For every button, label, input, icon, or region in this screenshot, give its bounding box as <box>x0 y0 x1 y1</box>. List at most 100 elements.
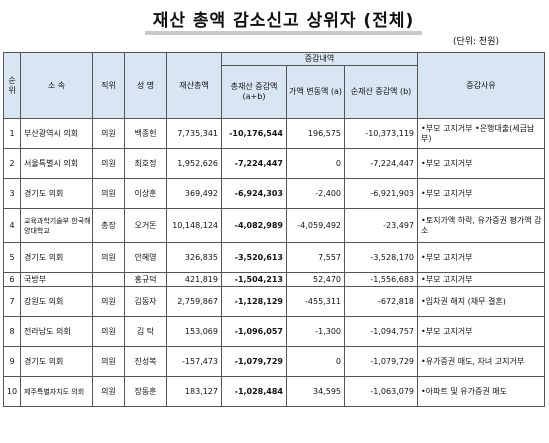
cell-position: 의원 <box>92 376 125 407</box>
cell-total: -157,473 <box>166 346 222 377</box>
cell-affiliation: 서울특별시 의회 <box>20 148 93 179</box>
cell-reason: •부모 고지거부 <box>417 316 546 347</box>
page-title-text: 재산 총액 감소신고 상위자 (전체) <box>152 11 415 31</box>
cell-affiliation: 경기도 의회 <box>20 242 93 273</box>
header-total-change: 총재산 증감액 (a+b) <box>221 65 287 119</box>
cell-reason: •부모 고지거부 <box>417 272 546 287</box>
cell-position <box>92 272 125 287</box>
cell-net-change: -7,224,447 <box>343 148 419 179</box>
cell-name: 홍규덕 <box>124 272 167 287</box>
cell-total: 153,069 <box>166 316 222 347</box>
header-net-change: 순재산 증감액 (b) <box>343 65 419 119</box>
unit-note: (단위: 천원) <box>452 37 499 47</box>
cell-name: 최호정 <box>124 148 167 179</box>
table-row: 9 경기도 의회 의원 진성복 -157,473 -1,079,729 0 -1… <box>3 346 546 377</box>
cell-total-change: -7,224,447 <box>221 148 287 179</box>
cell-affiliation: 제주특별자치도 의회 <box>20 376 93 407</box>
cell-total-change: -1,128,129 <box>221 286 287 317</box>
cell-total: 7,735,341 <box>166 118 222 149</box>
cell-total-change: -1,504,213 <box>221 272 287 287</box>
cell-total: 2,759,867 <box>166 286 222 317</box>
cell-net-change: -1,079,729 <box>343 346 419 377</box>
cell-total-change: -10,176,544 <box>221 118 287 149</box>
cell-position: 의원 <box>92 178 125 209</box>
cell-reason: •부모 고지거부 <box>417 242 546 273</box>
cell-position: 의원 <box>92 286 125 317</box>
header-position: 직위 <box>92 52 125 119</box>
cell-affiliation: 경기도 의회 <box>20 346 93 377</box>
table-row: 7 강원도 의회 의원 김동자 2,759,867 -1,128,129 -45… <box>3 286 546 317</box>
cell-total-change: -1,096,057 <box>221 316 287 347</box>
cell-name: 백종헌 <box>124 118 167 149</box>
header-total: 재산총액 <box>166 52 222 119</box>
cell-net-change: -6,921,903 <box>343 178 419 209</box>
cell-position: 의원 <box>92 118 125 149</box>
cell-total-change: -1,028,484 <box>221 376 287 407</box>
cell-total: 183,127 <box>166 376 222 407</box>
cell-total: 326,835 <box>166 242 222 273</box>
cell-price-change: -455,311 <box>286 286 345 317</box>
cell-rank: 9 <box>3 346 21 377</box>
table-row: 6 국방부 홍규덕 421,819 -1,504,213 52,470 -1,5… <box>3 272 546 287</box>
header-name: 성 명 <box>124 52 167 119</box>
cell-rank: 8 <box>3 316 21 347</box>
cell-price-change: 34,595 <box>286 376 345 407</box>
cell-rank: 3 <box>3 178 21 209</box>
cell-price-change: 7,557 <box>286 242 345 273</box>
cell-name: 진성복 <box>124 346 167 377</box>
cell-affiliation: 교육과학기술부 한국해양대학교 <box>20 208 93 243</box>
table-row: 1 부산광역시 의회 의원 백종헌 7,735,341 -10,176,544 … <box>3 118 546 149</box>
header-reason: 증감사유 <box>417 52 546 119</box>
cell-reason: •부모 고지거부 <box>417 148 546 179</box>
header-affiliation: 소 속 <box>20 52 93 119</box>
cell-rank: 5 <box>3 242 21 273</box>
cell-net-change: -1,063,079 <box>343 376 419 407</box>
cell-total: 421,819 <box>166 272 222 287</box>
cell-reason: •유가증권 매도, 자녀 고지거부 <box>417 346 546 377</box>
table-row: 2 서울특별시 의회 의원 최호정 1,952,626 -7,224,447 0… <box>3 148 546 179</box>
cell-net-change: -1,556,683 <box>343 272 419 287</box>
cell-affiliation: 강원도 의회 <box>20 286 93 317</box>
cell-affiliation: 국방부 <box>20 272 93 287</box>
cell-affiliation: 부산광역시 의회 <box>20 118 93 149</box>
cell-price-change: -2,400 <box>286 178 345 209</box>
cell-net-change: -3,528,170 <box>343 242 419 273</box>
cell-reason: •부모 고지거부 <box>417 178 546 209</box>
cell-position: 의원 <box>92 346 125 377</box>
cell-total-change: -6,924,303 <box>221 178 287 209</box>
cell-affiliation: 전라남도 의회 <box>20 316 93 347</box>
property-decrease-table: 순위 소 속 직위 성 명 재산총액 증감내역 증감사유 총재산 증감액 (a+… <box>3 52 546 407</box>
cell-rank: 6 <box>3 272 21 287</box>
cell-net-change: -672,818 <box>343 286 419 317</box>
cell-reason: •임차권 해지 (채무 결혼) <box>417 286 546 317</box>
cell-position: 의원 <box>92 242 125 273</box>
table-row: 3 경기도 의회 의원 이상훈 369,492 -6,924,303 -2,40… <box>3 178 546 209</box>
header-price-change: 가액 변동액 (a) <box>286 65 345 119</box>
cell-total-change: -3,520,613 <box>221 242 287 273</box>
cell-price-change: -4,059,492 <box>286 208 345 243</box>
cell-rank: 4 <box>3 208 21 243</box>
cell-name: 안혜영 <box>124 242 167 273</box>
cell-rank: 10 <box>3 376 21 407</box>
cell-name: 이상훈 <box>124 178 167 209</box>
cell-reason: •아파트 및 유가증권 매도 <box>417 376 546 407</box>
cell-price-change: -1,300 <box>286 316 345 347</box>
cell-name: 장동훈 <box>124 376 167 407</box>
page-title: 재산 총액 감소신고 상위자 (전체) <box>137 4 431 35</box>
title-underline <box>144 31 423 35</box>
cell-position: 의원 <box>92 316 125 347</box>
cell-reason: •부모 고지거부 •은행대출(세금납부) <box>417 118 546 149</box>
cell-price-change: 196,575 <box>286 118 345 149</box>
table-row: 5 경기도 의회 의원 안혜영 326,835 -3,520,613 7,557… <box>3 242 546 273</box>
cell-price-change: 0 <box>286 148 345 179</box>
cell-rank: 2 <box>3 148 21 179</box>
cell-position: 의원 <box>92 148 125 179</box>
cell-name: 오거돈 <box>124 208 167 243</box>
header-rank: 순위 <box>3 52 21 119</box>
cell-affiliation: 경기도 의회 <box>20 178 93 209</box>
cell-net-change: -10,373,119 <box>343 118 419 149</box>
cell-reason: •토지가액 하락, 유가증권 평가액 감소 <box>417 208 546 243</box>
cell-net-change: -1,094,757 <box>343 316 419 347</box>
table-row: 4 교육과학기술부 한국해양대학교 총장 오거돈 10,148,124 -4,0… <box>3 208 546 243</box>
cell-rank: 7 <box>3 286 21 317</box>
